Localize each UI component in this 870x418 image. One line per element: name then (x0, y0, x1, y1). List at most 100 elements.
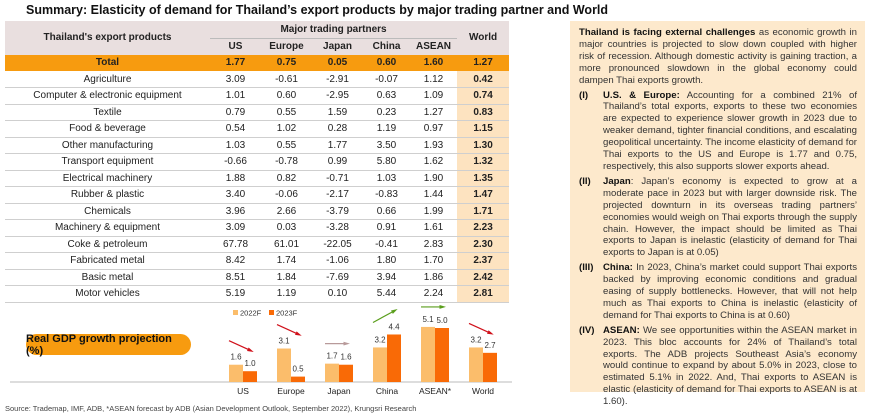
arrow-head-icon (391, 309, 398, 314)
table-row: Machinery & equipment 3.09 0.03 -3.28 0.91 1.… (5, 219, 510, 237)
bar-2023F-ASEAN* (435, 328, 449, 382)
cell-world: 1.15 (457, 120, 510, 138)
cell: -0.61 (261, 71, 312, 88)
cell: 1.19 (261, 285, 312, 303)
item-text: Accounting for a combined 21% of Thailan… (603, 89, 857, 172)
gdp-projection-label: Real GDP growth projection (%) (26, 333, 191, 357)
header-world: World (457, 21, 510, 55)
cell: 0.91 (363, 219, 410, 237)
cell: 3.50 (363, 137, 410, 154)
bar-2022F-ASEAN* (421, 326, 435, 382)
cell: 1.03 (363, 170, 410, 187)
elasticity-table: Thailand's export products Major trading… (5, 21, 510, 303)
cell: 1.86 (410, 269, 458, 286)
cell: 5.80 (363, 153, 410, 171)
cell: 2.66 (261, 203, 312, 220)
row-label: Electrical machinery (5, 170, 210, 187)
row-label: Fabricated metal (5, 252, 210, 270)
arrow-head-icon (487, 330, 494, 335)
cell: 0.82 (261, 170, 312, 187)
table-row: Textile 0.79 0.55 1.59 0.23 1.27 0.83 (5, 104, 510, 121)
data-label: 3.1 (278, 337, 290, 346)
table-row: Coke & petroleum 67.78 61.01 -22.05 -0.41 2.8… (5, 236, 510, 253)
row-label: Transport equipment (5, 153, 210, 171)
bar-2023F-China (387, 334, 401, 382)
bar-2022F-Europe (277, 348, 291, 382)
cell: 1.01 (210, 87, 261, 105)
category-label: ASEAN* (419, 386, 452, 396)
header-asean: ASEAN (410, 38, 458, 55)
page-title: Summary: Elasticity of demand for Thaila… (26, 3, 609, 17)
cell-world: 2.30 (457, 236, 510, 253)
data-label: 5.0 (436, 316, 448, 325)
cell: 3.09 (210, 219, 261, 237)
cell: 1.12 (410, 71, 458, 88)
cell: 67.78 (210, 236, 261, 253)
cell: 1.62 (410, 153, 458, 171)
cell-world: 2.81 (457, 285, 510, 303)
item-heading: U.S. & Europe: (603, 89, 680, 101)
table-row: Computer & electronic equipment 1.01 0.60-… (5, 87, 510, 105)
item-heading: ASEAN: (603, 324, 640, 336)
table-row: Other manufacturing 1.03 0.55 1.77 3.50 1.93 1… (5, 137, 510, 154)
cell: 0.63 (363, 87, 410, 105)
cell: 1.27 (410, 104, 458, 121)
cell: -0.78 (261, 153, 312, 171)
cell: 0.55 (261, 104, 312, 121)
arrow-head-icon (247, 347, 254, 352)
row-label: Coke & petroleum (5, 236, 210, 253)
cell: -2.95 (312, 87, 363, 105)
cell: -3.79 (312, 203, 363, 220)
trend-arrow-down-icon (228, 340, 252, 352)
cell: 0.60 (363, 54, 410, 71)
header-major-partners: Major trading partners (210, 21, 458, 39)
data-label: 3.2 (470, 335, 482, 344)
table-row: Agriculture 3.09 -0.61 -2.91 -0.07 1.12 0.42 (5, 71, 510, 88)
trend-arrow-down-icon (276, 323, 300, 336)
cell: 1.80 (363, 252, 410, 270)
cell: 1.74 (261, 252, 312, 270)
cell: 5.44 (363, 285, 410, 303)
cell: 1.02 (261, 120, 312, 138)
table-row: Motor vehicles 5.19 1.19 0.10 5.44 2.24 2.81 (5, 285, 510, 303)
commentary-panel: Thailand is facing external challenges a… (570, 21, 865, 407)
cell: 1.60 (410, 54, 458, 71)
table-row: Transport equipment -0.66 -0.78 0.99 5.80 1.6… (5, 153, 510, 171)
category-label: World (472, 386, 494, 396)
bar-2023F-Japan (339, 364, 353, 382)
row-label: Other manufacturing (5, 137, 210, 154)
table-row: Basic metal 8.51 1.84 -7.69 3.94 1.86 2.42 (5, 269, 510, 286)
data-label: 1.0 (244, 359, 256, 368)
cell-world: 2.23 (457, 219, 510, 237)
cell: 2.24 (410, 285, 458, 303)
cell: 1.03 (210, 137, 261, 154)
item-heading: China: (603, 262, 633, 274)
data-label: 3.2 (374, 335, 386, 344)
cell-world: 1.71 (457, 203, 510, 220)
cell: 61.01 (261, 236, 312, 253)
cell: 0.99 (312, 153, 363, 171)
cell-world: 0.83 (457, 104, 510, 121)
category-label: Europe (277, 386, 305, 396)
cell: 0.03 (261, 219, 312, 237)
cell: -22.05 (312, 236, 363, 253)
bar-2022F-Japan (325, 363, 339, 382)
header-europe: Europe (261, 38, 312, 55)
row-label: Food & beverage (5, 120, 210, 138)
cell: 1.93 (410, 137, 458, 154)
cell: 0.28 (312, 120, 363, 138)
cell: 0.79 (210, 104, 261, 121)
arrow-head-icon (439, 305, 446, 309)
row-label: Machinery & equipment (5, 219, 210, 237)
commentary-item: (II) Japan: Japan’s economy is expected t… (579, 176, 857, 259)
item-heading: Japan (603, 175, 631, 187)
commentary-item: (IV) ASEAN: We see opportunities within t… (579, 325, 857, 408)
cell: -0.07 (363, 71, 410, 88)
cell: -2.91 (312, 71, 363, 88)
cell: 1.59 (312, 104, 363, 121)
cell: 2.83 (410, 236, 458, 253)
table-row-total: Total 1.77 0.75 0.05 0.60 1.60 1.27 (5, 54, 510, 71)
cell: -0.71 (312, 170, 363, 187)
cell: 1.09 (410, 87, 458, 105)
